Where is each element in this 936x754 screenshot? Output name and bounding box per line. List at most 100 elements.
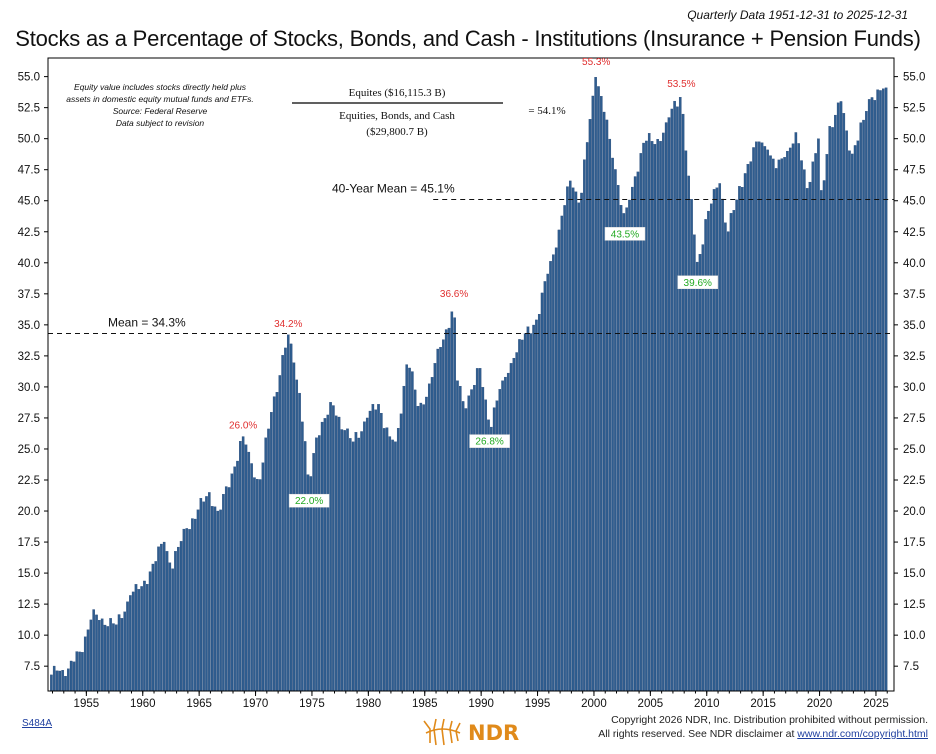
bar — [831, 127, 834, 692]
bar — [154, 561, 158, 692]
bar — [879, 90, 882, 692]
bar — [309, 476, 313, 692]
bar — [405, 364, 408, 692]
bar — [763, 146, 767, 692]
bar — [659, 141, 662, 692]
bar — [447, 327, 451, 692]
x-tick-label: 2020 — [807, 698, 833, 710]
bar — [650, 141, 654, 692]
bar — [374, 409, 377, 692]
stock-allocation-chart: Mean = 34.3% 40-Year Mean = 45.1% 7.5 10.0… — [18, 57, 926, 710]
y-tick-label-right: 40.0 — [903, 258, 925, 270]
bar — [568, 180, 572, 692]
note-line-3: Source: Federal Reserve — [113, 106, 208, 116]
bar — [295, 379, 299, 692]
bar — [614, 169, 617, 692]
bar — [78, 651, 81, 692]
bar — [560, 215, 564, 692]
bar — [608, 138, 612, 692]
bar — [478, 368, 482, 692]
bar — [549, 261, 552, 692]
bar — [270, 412, 273, 692]
copyright-line-2: All rights reserved. See NDR disclaimer … — [598, 727, 928, 741]
peak-label: 26.0% — [229, 421, 257, 432]
bar — [303, 441, 307, 692]
bar — [323, 418, 327, 692]
bar — [177, 546, 180, 692]
bar — [230, 473, 234, 692]
y-tick-label-right: 27.5 — [903, 413, 925, 425]
bar — [667, 117, 671, 692]
peak-trough-annotations: 26.0% 34.2% 36.6% 55.3% 53.5% 22.0% 26.8% 43.5%… — [229, 57, 718, 508]
trough-label: 26.8% — [475, 437, 503, 448]
bar — [636, 171, 640, 692]
right-y-axis: 7.5 10.0 12.5 15.0 17.5 20.0 22.5 25.0 27.5 30.0 3… — [894, 72, 925, 673]
bar — [131, 591, 135, 692]
y-tick-label-right: 50.0 — [903, 134, 925, 146]
bar — [394, 441, 397, 692]
bar — [673, 100, 676, 692]
y-tick-label-left: 42.5 — [18, 227, 40, 239]
bar — [275, 391, 279, 692]
bar — [475, 368, 479, 692]
formula-result: = 54.1% — [528, 105, 565, 117]
bar — [664, 122, 668, 692]
bar — [391, 439, 394, 692]
bar — [286, 334, 290, 692]
bar — [103, 624, 107, 692]
bar — [662, 132, 665, 692]
bar — [616, 185, 620, 692]
bar — [329, 402, 332, 692]
y-tick-label-left: 7.5 — [24, 661, 40, 673]
bar — [312, 453, 315, 692]
bar — [774, 168, 778, 692]
bar — [882, 88, 885, 692]
bar — [800, 160, 803, 692]
bar — [75, 651, 79, 692]
bar — [619, 205, 623, 692]
chart-code-link[interactable]: S484A — [22, 718, 53, 729]
bar — [343, 430, 346, 692]
bar — [583, 159, 586, 692]
bar — [546, 273, 549, 692]
bar — [425, 396, 428, 692]
bar — [859, 122, 863, 692]
ndr-logo-text: NDR — [468, 721, 520, 745]
bar — [597, 86, 600, 692]
bar — [380, 412, 383, 692]
bar — [628, 199, 631, 692]
bar — [805, 188, 809, 692]
bar — [571, 187, 575, 692]
bar — [199, 498, 203, 692]
y-tick-label-left: 32.5 — [18, 351, 40, 363]
bar — [433, 363, 437, 692]
x-tick-label: 1975 — [299, 698, 325, 710]
y-tick-label-left: 27.5 — [18, 413, 40, 425]
bar — [439, 347, 442, 692]
bar — [642, 142, 645, 692]
bar — [267, 428, 270, 692]
bar — [64, 676, 67, 692]
bar — [396, 427, 400, 692]
y-tick-label-left: 50.0 — [18, 134, 40, 146]
copyright-link[interactable]: www.ndr.com/copyright.html — [797, 728, 928, 740]
bar — [129, 595, 132, 692]
bar — [444, 329, 448, 692]
bar — [337, 416, 341, 692]
bar — [284, 347, 287, 692]
bar — [346, 428, 349, 692]
bar — [808, 181, 812, 692]
bar — [450, 311, 454, 692]
y-tick-label-left: 10.0 — [18, 630, 40, 642]
bar — [715, 187, 719, 692]
note-line-1: Equity value includes stocks directly he… — [74, 82, 247, 92]
y-tick-label-left: 25.0 — [18, 444, 40, 456]
bar — [315, 437, 318, 692]
bar — [58, 670, 62, 692]
bar — [340, 429, 344, 692]
bar — [797, 143, 800, 692]
bar-series — [50, 77, 888, 692]
y-tick-label-right: 47.5 — [903, 165, 925, 177]
bar — [50, 674, 53, 692]
bar — [461, 401, 465, 692]
